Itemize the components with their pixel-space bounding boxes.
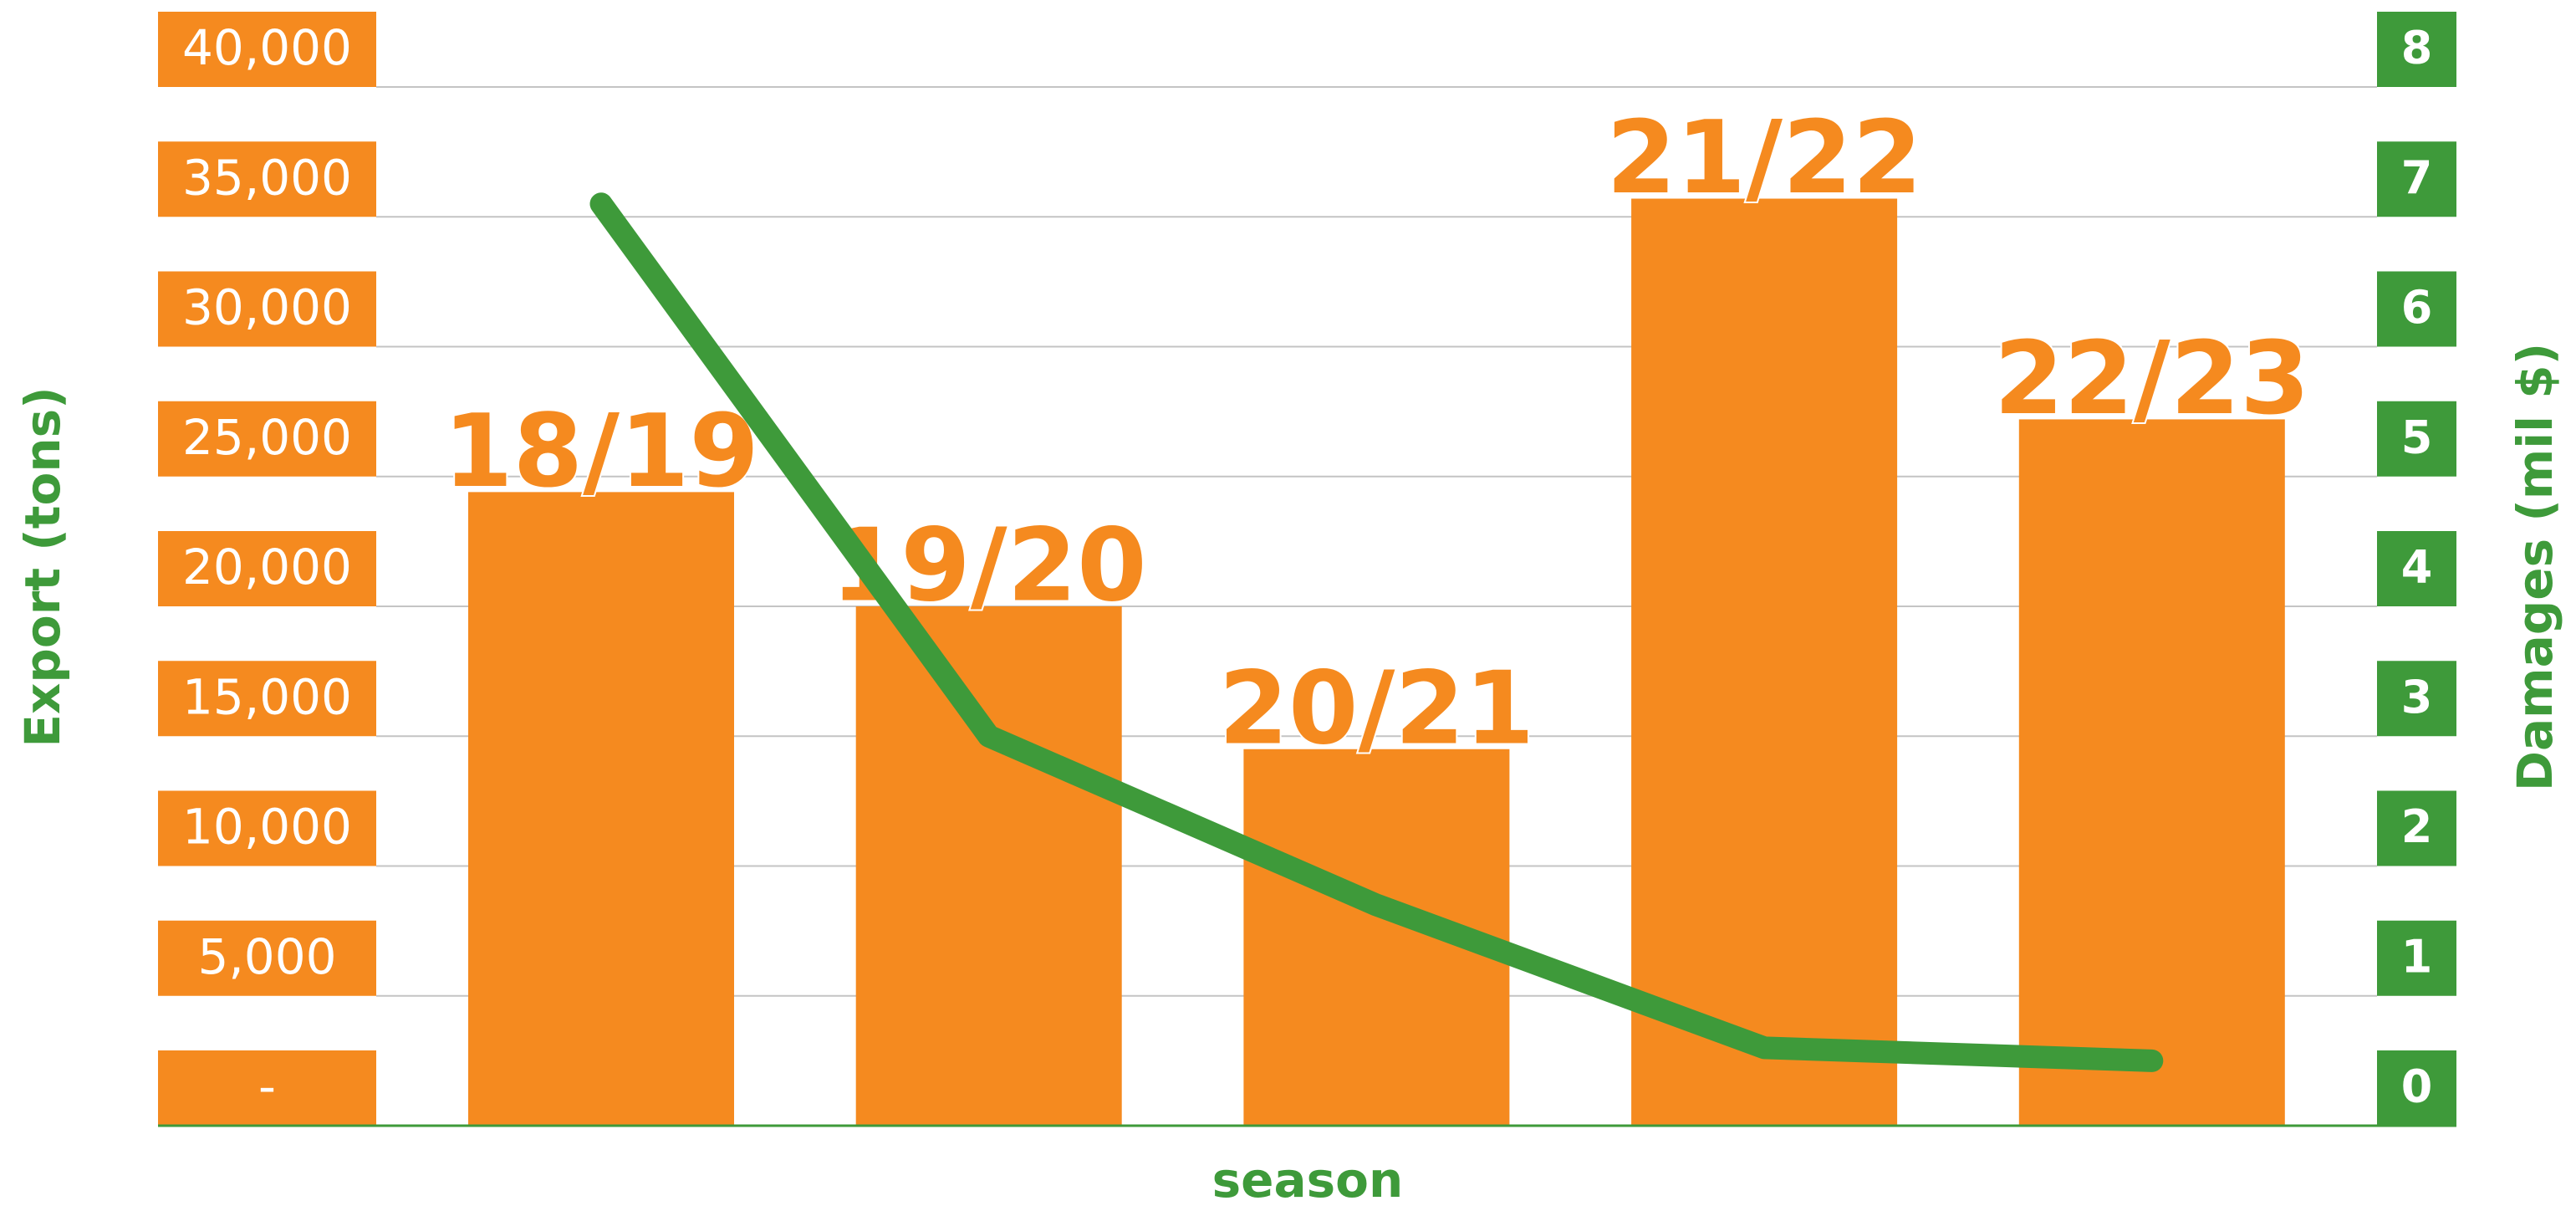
chart: Export (tons) Damages (mil $) season - 5,…: [0, 0, 2576, 1211]
bar: [1631, 199, 1897, 1126]
y2-tick-label: 1: [2401, 930, 2433, 983]
bar: [2019, 419, 2285, 1126]
y2-tick-label: 5: [2401, 411, 2433, 463]
y2-axis-title: Damages (mil $): [2507, 343, 2563, 791]
y-tick-label: 25,000: [182, 409, 352, 466]
y-tick-label: 5,000: [197, 928, 336, 985]
y-tick-label: 20,000: [182, 539, 352, 595]
y-tick-label: 15,000: [182, 668, 352, 725]
y2-tick-label: 4: [2401, 541, 2433, 594]
y2-tick-label: 2: [2401, 800, 2433, 853]
y-tick-label: 10,000: [182, 799, 352, 856]
y2-tick-label: 3: [2401, 671, 2433, 723]
y2-tick-label: 0: [2401, 1060, 2433, 1113]
y-tick-label: -: [258, 1058, 276, 1115]
y-tick-label: 40,000: [182, 19, 352, 76]
y-tick-label: 35,000: [182, 149, 352, 206]
y2-tick-label: 6: [2401, 281, 2433, 334]
category-label: 18/19: [443, 394, 759, 510]
y2-tick-label: 8: [2401, 22, 2433, 74]
category-label: 21/22: [1606, 100, 1922, 217]
category-label: 22/23: [1994, 321, 2310, 437]
bar: [468, 492, 734, 1126]
y2-tick-label: 7: [2401, 151, 2433, 204]
x-axis-title: season: [1212, 1152, 1404, 1208]
category-label: 20/21: [1218, 651, 1534, 767]
y-tick-label: 30,000: [182, 279, 352, 336]
y-axis-title: Export (tons): [14, 386, 71, 747]
bar: [856, 606, 1122, 1126]
